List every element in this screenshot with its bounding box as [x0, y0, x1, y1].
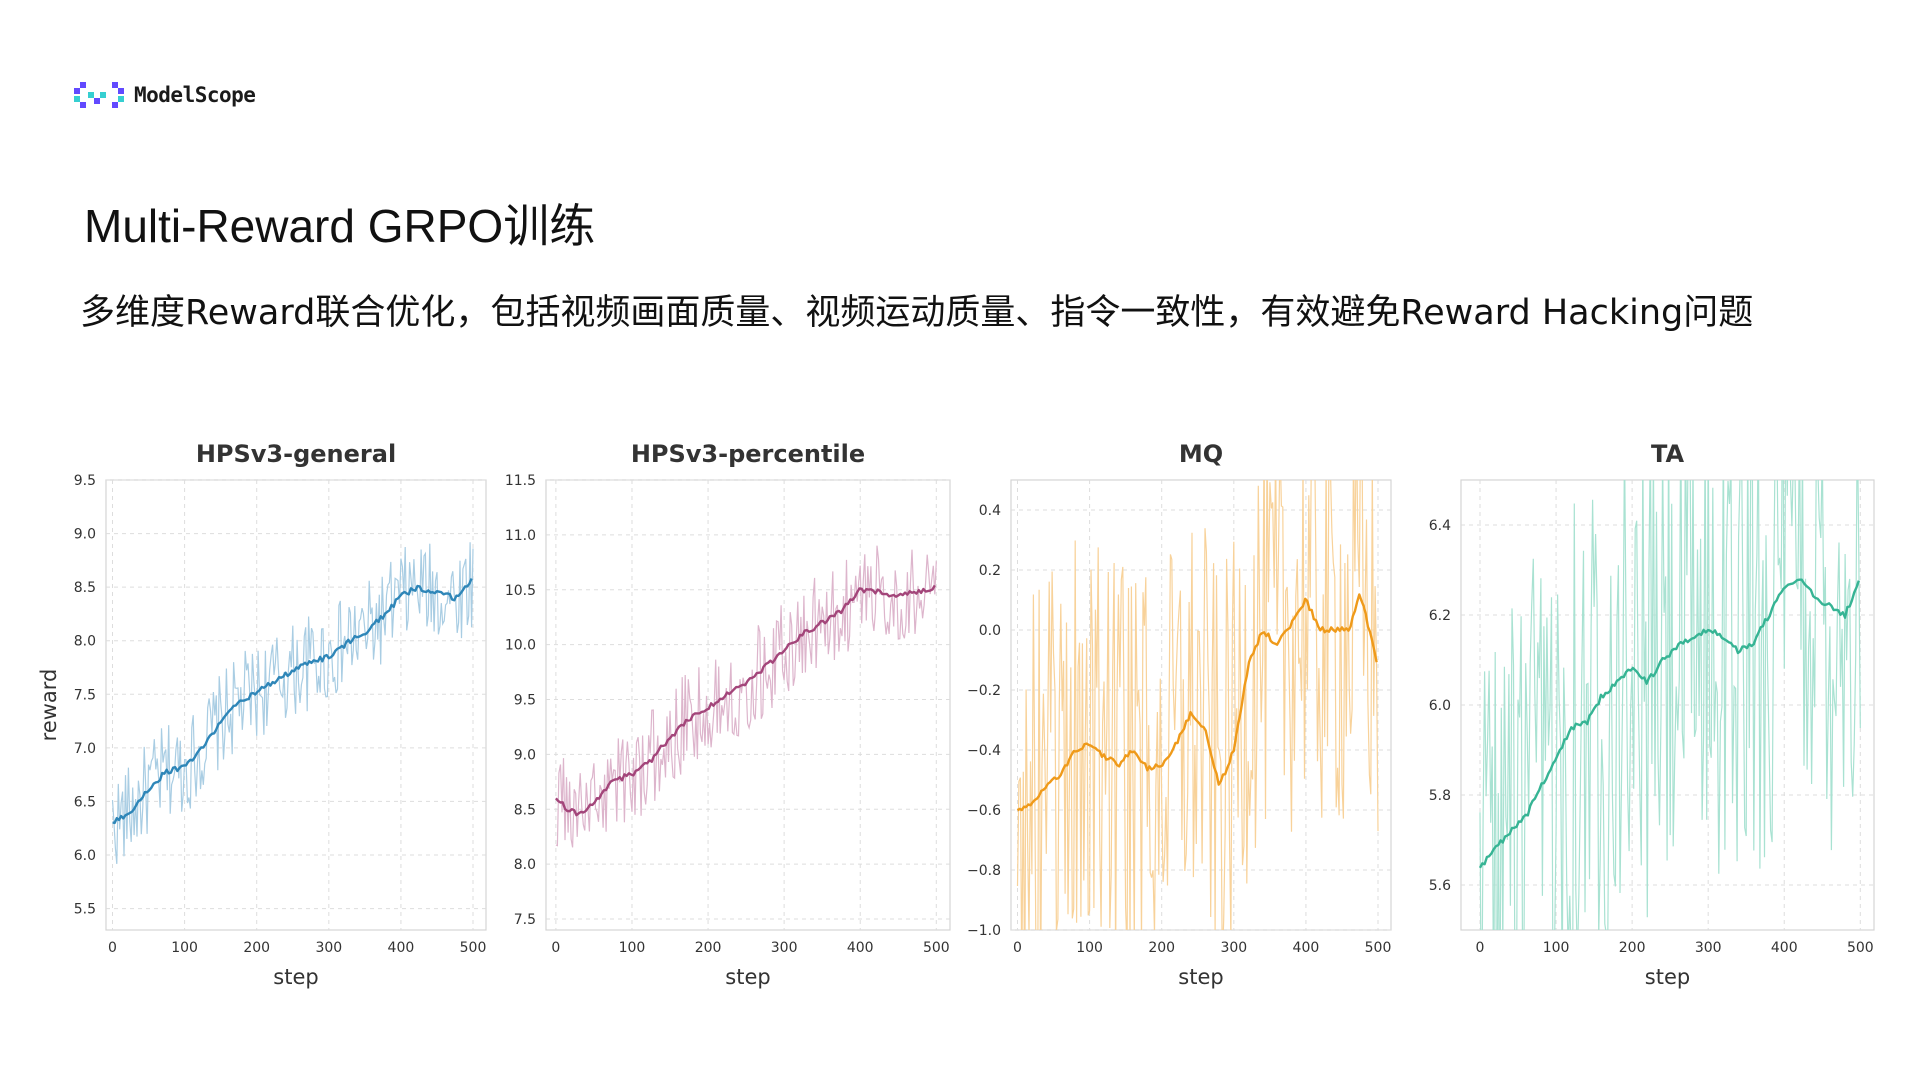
smoothed-series-line [554, 584, 936, 817]
chart-title: HPSv3-general [196, 440, 396, 468]
y-tick-label: 5.6 [1429, 878, 1451, 894]
y-tick-label: 8.5 [74, 580, 96, 596]
page-subtitle: 多维度Reward联合优化，包括视频画面质量、视频运动质量、指令一致性，有效避免… [80, 293, 1754, 333]
x-tick-label: 500 [1847, 940, 1874, 956]
y-tick-label: 9.0 [514, 747, 536, 763]
raw-series-line [1479, 480, 1861, 930]
smoothed-series-line [1478, 578, 1860, 869]
chart-hpsv3-general: 0 100 200 300 400 500 5.5 6.0 6.5 7.0 7.5 8.0 8.5 9.0… [37, 440, 487, 989]
x-tick-label: 200 [243, 940, 270, 956]
x-tick-label: 100 [1543, 940, 1570, 956]
y-tick-label: 11.5 [505, 473, 536, 489]
x-tick-label: 500 [923, 940, 950, 956]
raw-series-line [111, 542, 474, 864]
x-tick-label: 0 [551, 940, 560, 956]
chart-title: TA [1651, 440, 1685, 468]
x-tick-label: 300 [1220, 940, 1247, 956]
page-title: Multi-Reward GRPO训练 [84, 200, 596, 252]
x-tick-label: 200 [1619, 940, 1646, 956]
smoothed-series-line [112, 578, 473, 825]
x-tick-label: 500 [1365, 940, 1392, 956]
y-tick-label: 9.0 [74, 527, 96, 543]
chart-ta: 0 100 200 300 400 500 5.6 5.8 6.0 6.2 6.4 TA step [1429, 440, 1875, 989]
chart-title: MQ [1179, 440, 1223, 468]
y-tick-label: −0.8 [967, 863, 1001, 879]
y-tick-label: 8.5 [514, 802, 536, 818]
y-tick-label: 0.2 [979, 563, 1001, 579]
y-tick-label: −0.6 [967, 803, 1001, 819]
chart-title: HPSv3-percentile [631, 440, 865, 468]
x-axis-label: step [1178, 965, 1223, 989]
y-tick-label: 0.4 [979, 503, 1001, 519]
y-tick-label: 7.5 [74, 687, 96, 703]
x-tick-label: 300 [315, 940, 342, 956]
x-axis-label: step [273, 965, 318, 989]
x-tick-label: 400 [1293, 940, 1320, 956]
y-tick-label: 7.0 [74, 741, 96, 757]
x-axis-label: step [1645, 965, 1690, 989]
x-tick-label: 0 [108, 940, 117, 956]
y-tick-label: −0.4 [967, 743, 1001, 759]
y-axis-label: reward [37, 669, 61, 742]
y-tick-label: 0.0 [979, 623, 1001, 639]
y-tick-label: 6.0 [74, 848, 96, 864]
x-tick-label: 300 [1695, 940, 1722, 956]
y-tick-label: 6.5 [74, 794, 96, 810]
x-tick-label: 100 [619, 940, 646, 956]
logo: ModelScope [74, 82, 256, 108]
x-tick-label: 200 [695, 940, 722, 956]
y-tick-label: 6.2 [1429, 608, 1451, 624]
y-tick-label: 11.0 [505, 528, 536, 544]
x-axis-label: step [725, 965, 770, 989]
y-tick-label: 10.0 [505, 638, 536, 654]
y-tick-label: 8.0 [514, 857, 536, 873]
y-tick-label: 6.0 [1429, 698, 1451, 714]
modelscope-logo-icon [74, 82, 124, 108]
x-tick-label: 200 [1148, 940, 1175, 956]
y-tick-label: −0.2 [967, 683, 1001, 699]
x-tick-label: 100 [171, 940, 198, 956]
x-tick-label: 400 [1771, 940, 1798, 956]
x-tick-label: 100 [1076, 940, 1103, 956]
x-tick-label: 300 [771, 940, 798, 956]
x-tick-label: 0 [1476, 940, 1485, 956]
plot-frame [545, 479, 951, 931]
y-tick-label: 9.5 [514, 693, 536, 709]
chart-mq: 0 100 200 300 400 500 −1.0 −0.8 −0.6 −0.4 −0.2 0.0 0… [967, 440, 1392, 989]
y-tick-label: 6.4 [1429, 518, 1451, 534]
smoothed-series-line [1016, 593, 1378, 812]
y-tick-label: 5.5 [74, 902, 96, 918]
x-tick-label: 400 [847, 940, 874, 956]
raw-series-line [1016, 480, 1379, 930]
y-tick-label: 8.0 [74, 634, 96, 650]
y-tick-label: 5.8 [1429, 788, 1451, 804]
x-tick-label: 0 [1013, 940, 1022, 956]
x-tick-label: 400 [388, 940, 415, 956]
y-tick-label: 7.5 [514, 912, 536, 928]
x-tick-label: 500 [460, 940, 487, 956]
y-tick-label: 10.5 [505, 583, 536, 599]
logo-text: ModelScope [134, 83, 256, 107]
y-tick-label: −1.0 [967, 923, 1001, 939]
y-tick-label: 9.5 [74, 473, 96, 489]
chart-hpsv3-percentile: 0 100 200 300 400 500 7.5 8.0 8.5 9.0 9.5 10.0 10.5 1… [505, 440, 951, 989]
